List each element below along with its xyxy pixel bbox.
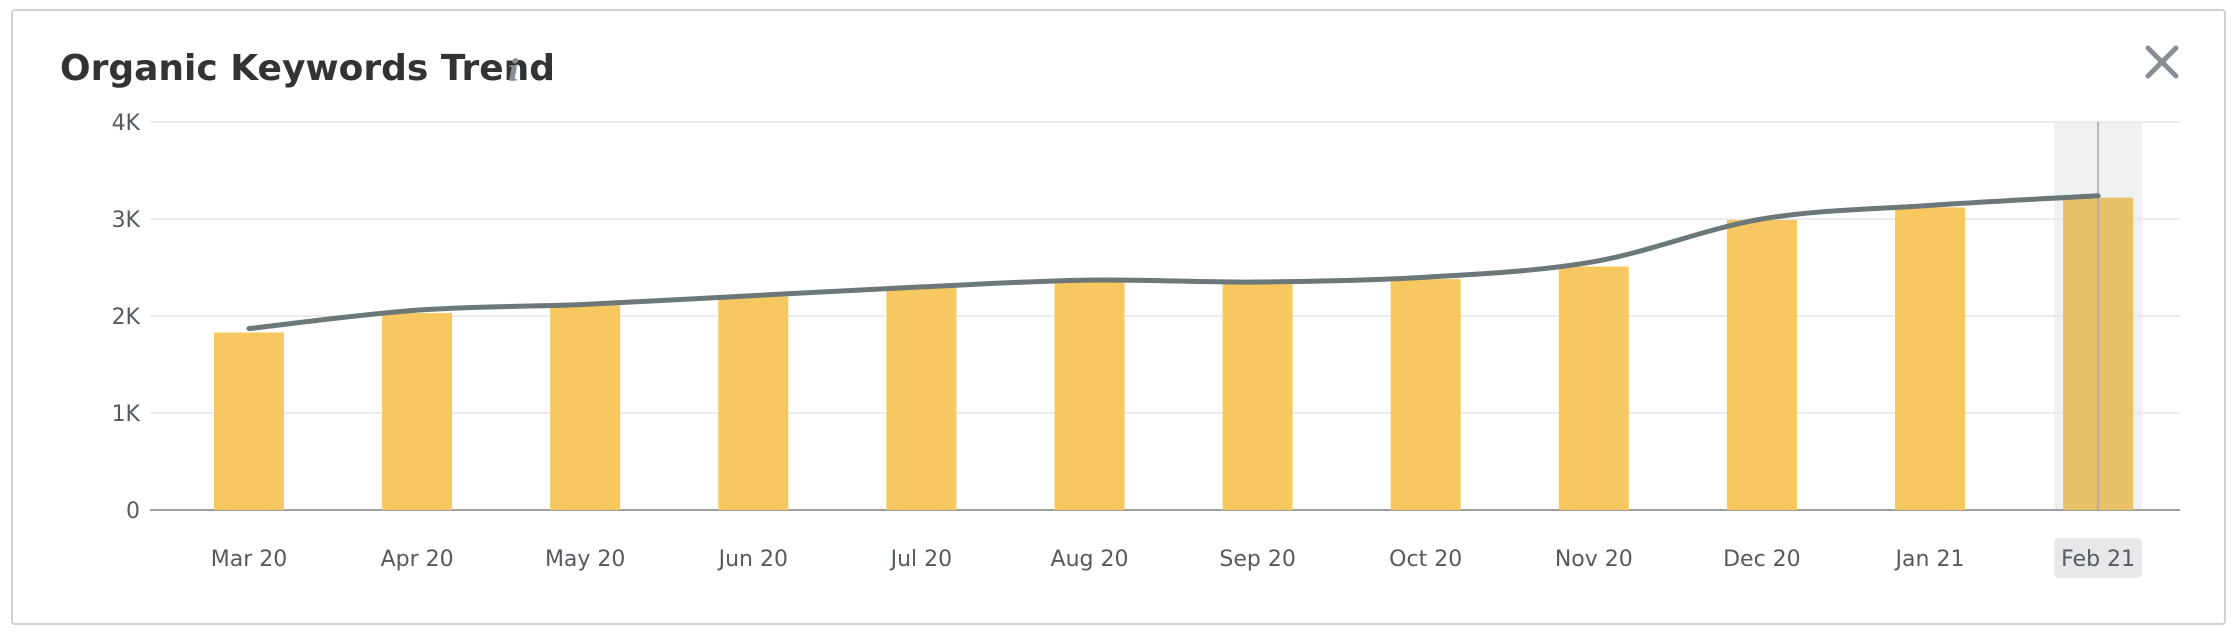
x-tick-label: Dec 20 bbox=[1723, 547, 1801, 572]
y-tick-label: 2K bbox=[112, 305, 141, 330]
bar bbox=[1390, 279, 1461, 510]
y-tick-label: 3K bbox=[112, 208, 141, 233]
x-tick-label: Feb 21 bbox=[2061, 547, 2135, 572]
bar bbox=[718, 296, 789, 510]
bar bbox=[550, 305, 621, 510]
bar bbox=[1558, 266, 1629, 510]
y-tick-label: 4K bbox=[112, 111, 141, 136]
bar bbox=[382, 313, 453, 510]
x-tick-label: Apr 20 bbox=[381, 547, 454, 572]
bar bbox=[886, 287, 957, 510]
bar bbox=[1895, 207, 1965, 511]
highlighted-x-label-bg bbox=[2054, 538, 2143, 578]
x-tick-label: Sep 20 bbox=[1219, 547, 1295, 572]
trend-line bbox=[246, 193, 2101, 332]
x-tick-label: Jul 20 bbox=[889, 547, 953, 572]
bar bbox=[1054, 281, 1125, 510]
info-icon[interactable]: i bbox=[508, 54, 520, 89]
y-tick-label: 1K bbox=[112, 402, 141, 427]
x-tick-label: Aug 20 bbox=[1051, 547, 1129, 572]
x-tick-label: Nov 20 bbox=[1555, 547, 1633, 572]
chart-title: Organic Keywords Trend bbox=[60, 48, 556, 89]
x-tick-label: Jun 20 bbox=[717, 547, 788, 572]
bar bbox=[1726, 219, 1797, 510]
x-tick-label: May 20 bbox=[545, 547, 625, 572]
close-icon[interactable] bbox=[2142, 42, 2182, 82]
y-tick-label: 0 bbox=[126, 499, 140, 524]
x-tick-label: Oct 20 bbox=[1389, 547, 1462, 572]
x-tick-label: Mar 20 bbox=[211, 547, 288, 572]
bar bbox=[1222, 283, 1293, 510]
bar bbox=[214, 332, 284, 510]
x-tick-label: Jan 21 bbox=[1894, 547, 1965, 572]
